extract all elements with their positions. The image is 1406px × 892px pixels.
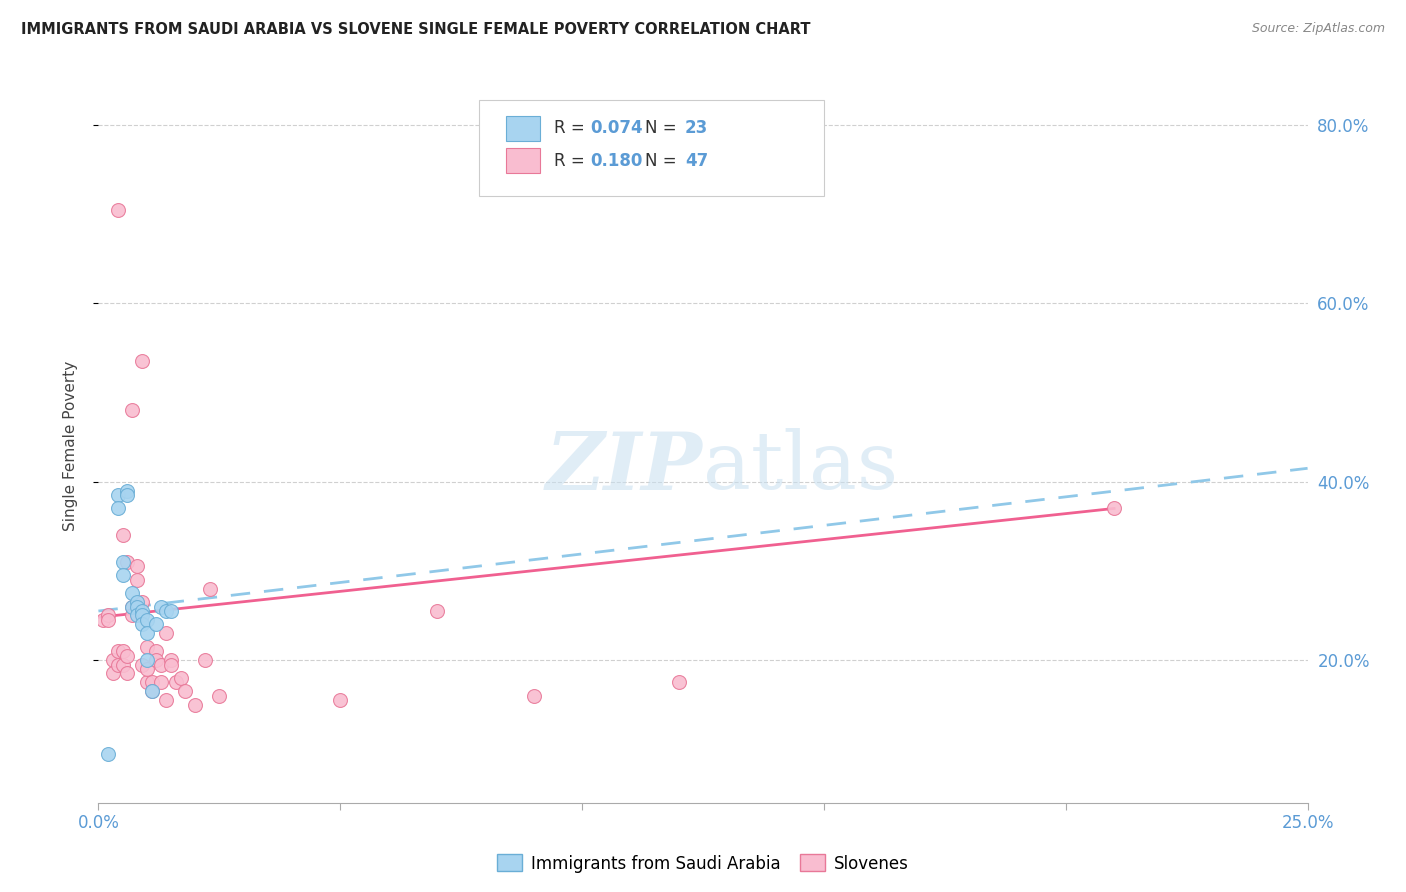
Point xyxy=(160,604,183,618)
Point xyxy=(127,608,149,623)
Point xyxy=(141,675,163,690)
Point xyxy=(127,573,149,587)
Point xyxy=(165,675,187,690)
Point xyxy=(111,528,134,542)
Text: 47: 47 xyxy=(685,152,709,169)
Text: IMMIGRANTS FROM SAUDI ARABIA VS SLOVENE SINGLE FEMALE POVERTY CORRELATION CHART: IMMIGRANTS FROM SAUDI ARABIA VS SLOVENE … xyxy=(21,22,811,37)
Point xyxy=(117,488,139,502)
Point xyxy=(174,684,197,698)
Point xyxy=(668,675,690,690)
Point xyxy=(150,599,173,614)
Y-axis label: Single Female Poverty: Single Female Poverty xyxy=(63,361,77,531)
Point xyxy=(131,595,153,609)
Point xyxy=(145,653,167,667)
Text: atlas: atlas xyxy=(703,428,898,507)
Point xyxy=(127,599,149,614)
Text: R =: R = xyxy=(554,152,591,169)
Point xyxy=(135,662,157,676)
Text: Source: ZipAtlas.com: Source: ZipAtlas.com xyxy=(1251,22,1385,36)
Text: 23: 23 xyxy=(685,120,709,137)
FancyBboxPatch shape xyxy=(506,148,540,173)
Point xyxy=(155,626,177,640)
Point xyxy=(121,608,143,623)
Legend: Immigrants from Saudi Arabia, Slovenes: Immigrants from Saudi Arabia, Slovenes xyxy=(491,847,915,880)
Point xyxy=(127,559,149,574)
Point xyxy=(121,403,143,417)
Point xyxy=(117,483,139,498)
Point xyxy=(121,599,143,614)
Text: 25.0%: 25.0% xyxy=(1281,814,1334,831)
Point xyxy=(135,626,157,640)
Point xyxy=(523,689,546,703)
Point xyxy=(145,644,167,658)
Point xyxy=(1102,501,1125,516)
Point xyxy=(155,604,177,618)
Point xyxy=(150,675,173,690)
Point xyxy=(208,689,231,703)
Point xyxy=(101,653,124,667)
Point xyxy=(107,501,129,516)
FancyBboxPatch shape xyxy=(479,100,824,196)
Text: N =: N = xyxy=(645,152,682,169)
Point xyxy=(111,657,134,672)
Point xyxy=(117,666,139,681)
Point xyxy=(135,613,157,627)
Point xyxy=(127,595,149,609)
Point xyxy=(111,555,134,569)
Point xyxy=(194,653,217,667)
Text: 0.180: 0.180 xyxy=(591,152,643,169)
Point xyxy=(155,693,177,707)
Point xyxy=(160,653,183,667)
Point xyxy=(141,684,163,698)
Point xyxy=(107,657,129,672)
Point xyxy=(117,648,139,663)
Point xyxy=(131,608,153,623)
Point xyxy=(426,604,449,618)
Point xyxy=(97,613,120,627)
Point xyxy=(135,640,157,654)
Point xyxy=(160,657,183,672)
Point xyxy=(131,657,153,672)
Point xyxy=(131,354,153,368)
Point xyxy=(107,202,129,217)
Text: 0.074: 0.074 xyxy=(591,120,643,137)
Point xyxy=(150,657,173,672)
Point xyxy=(141,684,163,698)
Point xyxy=(117,555,139,569)
Point xyxy=(198,582,221,596)
Point xyxy=(131,617,153,632)
Point xyxy=(107,644,129,658)
Text: N =: N = xyxy=(645,120,682,137)
Point xyxy=(97,608,120,623)
Point xyxy=(121,586,143,600)
Point xyxy=(145,617,167,632)
Point xyxy=(135,653,157,667)
Point xyxy=(101,666,124,681)
Point xyxy=(184,698,207,712)
Point xyxy=(97,747,120,761)
Point xyxy=(329,693,352,707)
Point xyxy=(131,604,153,618)
Point xyxy=(121,599,143,614)
Point xyxy=(111,568,134,582)
Point xyxy=(91,613,114,627)
Point xyxy=(135,675,157,690)
FancyBboxPatch shape xyxy=(506,116,540,141)
Point xyxy=(107,488,129,502)
Point xyxy=(111,644,134,658)
Text: 0.0%: 0.0% xyxy=(77,814,120,831)
Point xyxy=(169,671,191,685)
Text: ZIP: ZIP xyxy=(546,429,703,506)
Text: R =: R = xyxy=(554,120,591,137)
